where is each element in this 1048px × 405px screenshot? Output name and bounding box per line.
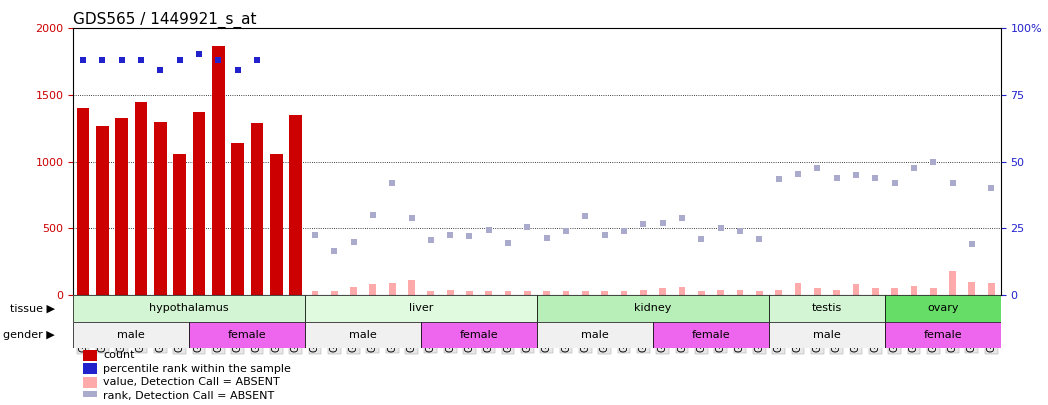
Bar: [769, 322, 885, 348]
Bar: [776, 290, 782, 295]
Bar: [73, 322, 190, 348]
Bar: [305, 322, 421, 348]
Bar: [83, 363, 96, 374]
Bar: [83, 377, 96, 388]
Text: gender ▶: gender ▶: [3, 330, 54, 340]
Text: hypothalamus: hypothalamus: [150, 303, 230, 313]
Bar: [737, 290, 743, 295]
Bar: [769, 295, 885, 322]
Bar: [930, 288, 937, 295]
Bar: [891, 288, 898, 295]
Bar: [756, 291, 763, 295]
Bar: [73, 295, 305, 322]
Bar: [190, 322, 305, 348]
Bar: [77, 109, 89, 295]
Text: kidney: kidney: [634, 303, 672, 313]
Bar: [421, 322, 537, 348]
Bar: [305, 295, 537, 322]
Bar: [852, 284, 859, 295]
Bar: [173, 154, 185, 295]
Text: male: male: [582, 330, 609, 340]
Bar: [331, 291, 337, 295]
Text: female: female: [460, 330, 499, 340]
Bar: [446, 290, 454, 295]
Bar: [537, 295, 769, 322]
Bar: [466, 291, 473, 295]
Bar: [289, 115, 302, 295]
Bar: [135, 102, 148, 295]
Bar: [885, 322, 1001, 348]
Bar: [83, 390, 96, 401]
Bar: [154, 122, 167, 295]
Text: percentile rank within the sample: percentile rank within the sample: [103, 364, 291, 374]
Bar: [988, 283, 995, 295]
Text: female: female: [228, 330, 266, 340]
Text: value, Detection Call = ABSENT: value, Detection Call = ABSENT: [103, 377, 280, 387]
Bar: [872, 288, 878, 295]
Bar: [505, 291, 511, 295]
Bar: [602, 291, 608, 295]
Bar: [96, 126, 109, 295]
Bar: [717, 290, 724, 295]
Bar: [524, 291, 531, 295]
Bar: [83, 350, 96, 360]
Bar: [679, 287, 685, 295]
Bar: [428, 291, 434, 295]
Text: testis: testis: [812, 303, 842, 313]
Bar: [537, 322, 653, 348]
Text: tissue ▶: tissue ▶: [9, 303, 54, 313]
Text: ovary: ovary: [927, 303, 959, 313]
Bar: [814, 288, 821, 295]
Bar: [794, 283, 802, 295]
Bar: [408, 280, 415, 295]
Bar: [582, 291, 589, 295]
Bar: [620, 291, 628, 295]
Text: liver: liver: [409, 303, 434, 313]
Bar: [949, 271, 956, 295]
Text: rank, Detection Call = ABSENT: rank, Detection Call = ABSENT: [103, 391, 275, 401]
Bar: [115, 118, 128, 295]
Text: male: male: [117, 330, 146, 340]
Text: female: female: [923, 330, 962, 340]
Text: male: male: [813, 330, 840, 340]
Bar: [370, 284, 376, 295]
Bar: [698, 291, 704, 295]
Bar: [911, 286, 917, 295]
Text: male: male: [349, 330, 377, 340]
Bar: [485, 291, 493, 295]
Bar: [389, 283, 395, 295]
Bar: [232, 143, 244, 295]
Bar: [270, 154, 283, 295]
Bar: [311, 291, 319, 295]
Bar: [563, 291, 569, 295]
Bar: [543, 291, 550, 295]
Bar: [653, 322, 769, 348]
Text: count: count: [103, 350, 134, 360]
Text: female: female: [692, 330, 730, 340]
Bar: [885, 295, 1001, 322]
Bar: [250, 123, 263, 295]
Text: GDS565 / 1449921_s_at: GDS565 / 1449921_s_at: [73, 12, 257, 28]
Bar: [193, 112, 205, 295]
Bar: [659, 288, 667, 295]
Bar: [968, 282, 976, 295]
Bar: [350, 287, 357, 295]
Bar: [640, 290, 647, 295]
Bar: [833, 290, 840, 295]
Bar: [212, 46, 224, 295]
